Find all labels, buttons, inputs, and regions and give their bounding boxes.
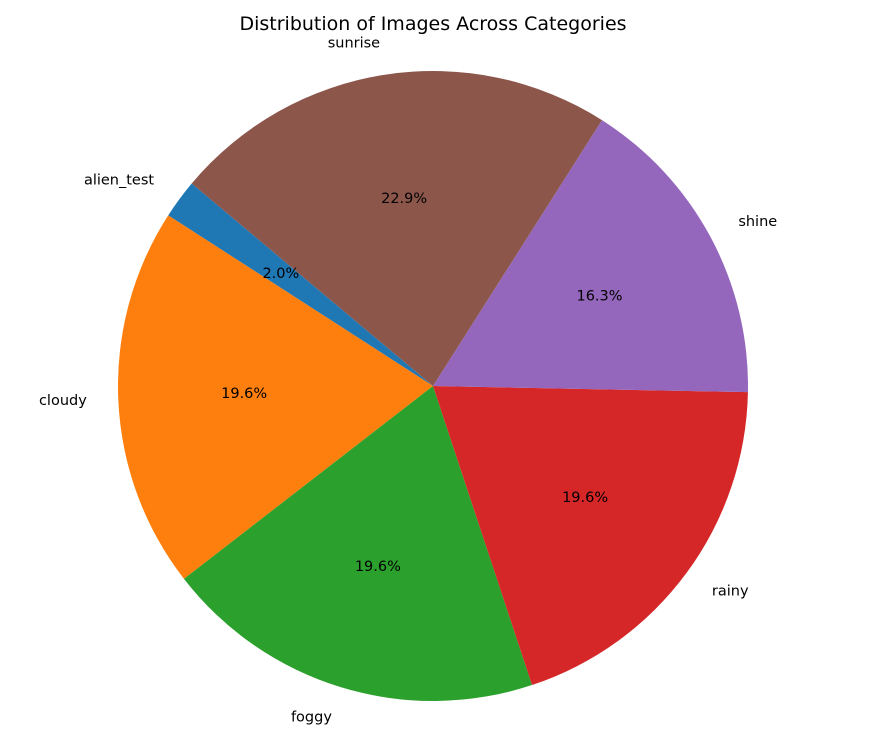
pie-slice-cloudy: [117, 215, 433, 579]
category-label-shine: shine: [738, 214, 777, 230]
pie-slice-foggy: [183, 386, 533, 701]
pie-slice-rainy: [433, 386, 748, 686]
category-label-sunrise: sunrise: [328, 36, 380, 52]
pie-slice-sunrise: [191, 70, 602, 386]
percent-label-foggy: 19.6%: [355, 559, 401, 575]
category-label-alien-test: alien_test: [84, 172, 154, 188]
percent-label-cloudy: 19.6%: [221, 386, 267, 402]
pie-slice-alien-test: [168, 183, 433, 386]
percent-label-alien-test: 2.0%: [262, 266, 299, 282]
percent-labels: 2.0% 19.6% 19.6% 19.6% 16.3% 22.9%: [221, 191, 622, 575]
category-label-cloudy: cloudy: [39, 393, 87, 409]
category-label-foggy: foggy: [291, 709, 332, 725]
chart-title: Distribution of Images Across Categories: [239, 13, 626, 35]
category-label-rainy: rainy: [712, 584, 749, 600]
percent-label-shine: 16.3%: [576, 289, 622, 305]
pie-slices: [117, 70, 748, 701]
percent-label-sunrise: 22.9%: [381, 191, 427, 207]
percent-label-rainy: 19.6%: [562, 490, 608, 506]
pie-slice-shine: [433, 120, 748, 393]
